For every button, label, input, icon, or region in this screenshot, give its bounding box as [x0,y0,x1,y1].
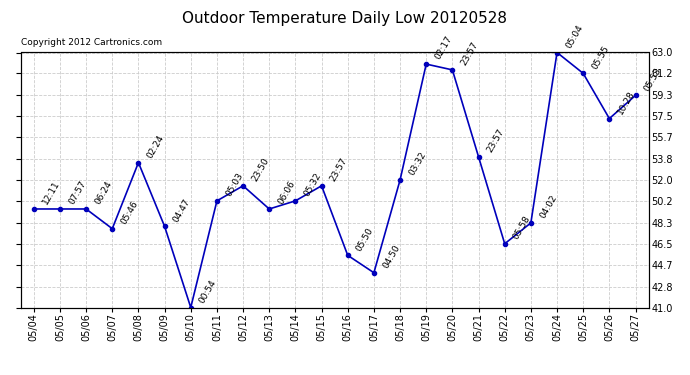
Text: 05:53: 05:53 [642,66,663,93]
Text: 05:55: 05:55 [590,44,611,70]
Text: 05:03: 05:03 [224,171,244,198]
Text: 23:57: 23:57 [328,156,349,183]
Text: 06:06: 06:06 [276,179,297,206]
Text: 05:46: 05:46 [119,199,140,226]
Text: 06:24: 06:24 [93,180,114,206]
Text: 23:50: 23:50 [250,156,270,183]
Text: 10:28: 10:28 [616,89,637,116]
Text: 05:32: 05:32 [302,171,323,198]
Text: Copyright 2012 Cartronics.com: Copyright 2012 Cartronics.com [21,38,162,47]
Text: 03:32: 03:32 [407,150,428,177]
Text: 23:57: 23:57 [460,40,480,67]
Text: 04:02: 04:02 [538,194,558,220]
Text: 00:54: 00:54 [198,278,218,305]
Text: 05:50: 05:50 [355,226,375,253]
Text: 02:17: 02:17 [433,34,454,62]
Text: 02:24: 02:24 [146,133,166,160]
Text: Outdoor Temperature Daily Low 20120528: Outdoor Temperature Daily Low 20120528 [182,11,508,26]
Text: 04:50: 04:50 [381,243,402,270]
Text: 04:47: 04:47 [172,197,192,223]
Text: 23:57: 23:57 [486,127,506,154]
Text: 12:11: 12:11 [41,179,61,206]
Text: 05:04: 05:04 [564,23,584,50]
Text: 07:57: 07:57 [67,179,88,206]
Text: 05:58: 05:58 [512,214,533,241]
